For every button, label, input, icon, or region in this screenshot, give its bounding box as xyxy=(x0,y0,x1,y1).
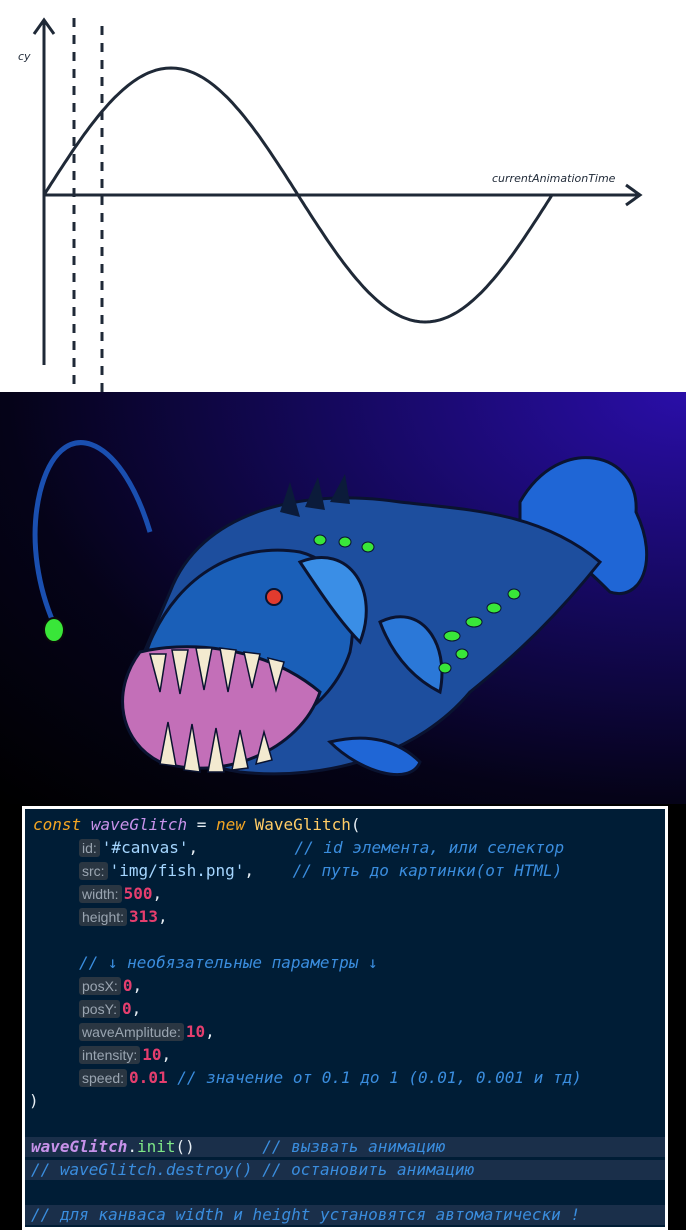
fish-eye xyxy=(265,588,283,606)
call-parens: () xyxy=(175,1137,195,1156)
sine-diagram: cy currentAnimationTime xyxy=(0,0,686,392)
keyword-new: new xyxy=(216,815,245,834)
x-axis-label: currentAnimationTime xyxy=(492,172,616,185)
speed-comment: // значение от 0.1 до 1 (0.01, 0.001 и т… xyxy=(177,1068,582,1087)
code-panel: const waveGlitch = new WaveGlitch( id: '#… xyxy=(22,806,668,1230)
optional-params-comment: // ↓ необязательные параметры ↓ xyxy=(79,953,378,972)
code-line-intensity: intensity: 10, xyxy=(79,1045,171,1065)
photophores xyxy=(313,534,521,674)
code-line-wave-amplitude: waveAmplitude: 10, xyxy=(79,1022,215,1042)
comma: , xyxy=(205,1022,215,1041)
param-hint-posx: posX: xyxy=(79,977,121,995)
param-hint-posy: posY: xyxy=(79,1000,121,1018)
class-name: WaveGlitch xyxy=(254,815,351,834)
comma: , xyxy=(131,999,142,1018)
param-hint-height: height: xyxy=(79,908,128,926)
comma: , xyxy=(161,1045,172,1064)
footer-comment: // для канваса width и height установятс… xyxy=(25,1205,665,1225)
param-hint-src: src: xyxy=(79,862,108,880)
sine-diagram-svg xyxy=(32,17,643,392)
code-line-id: id: '#canvas', // id элемента, или селект… xyxy=(79,838,564,858)
lure-stalk xyxy=(32,440,153,626)
anglerfish-svg xyxy=(32,440,649,777)
dot: . xyxy=(127,1137,137,1156)
code-line-width: width: 500, xyxy=(79,884,162,904)
assign-operator: = xyxy=(187,815,217,834)
init-comment: // вызвать анимацию xyxy=(262,1137,446,1156)
open-paren: ( xyxy=(350,815,361,834)
close-paren: ) xyxy=(29,1091,39,1110)
code-line-speed: speed: 0.01 // значение от 0.1 до 1 (0.01… xyxy=(79,1068,582,1088)
anglerfish-illustration xyxy=(0,392,686,804)
code-line-destroy: // waveGlitch.destroy() // остановить ан… xyxy=(25,1160,665,1180)
id-value: '#canvas' xyxy=(101,838,189,857)
variable-name: waveGlitch xyxy=(90,815,188,834)
comma: , xyxy=(188,838,199,857)
init-method: init xyxy=(136,1137,176,1156)
posx-value: 0 xyxy=(122,976,133,995)
code-line-posy: posY: 0, xyxy=(79,999,141,1019)
height-value: 313 xyxy=(129,907,158,926)
sine-curve xyxy=(42,66,554,324)
wave-amplitude-value: 10 xyxy=(185,1022,206,1041)
pectoral-fin xyxy=(378,615,444,695)
lure-bulb xyxy=(43,617,65,643)
intensity-value: 10 xyxy=(142,1045,162,1064)
fish-teeth xyxy=(149,647,285,773)
param-hint-width: width: xyxy=(79,885,122,903)
init-object: waveGlitch xyxy=(31,1137,128,1156)
code-line-init: waveGlitch.init() // вызвать анимацию xyxy=(25,1137,665,1157)
speed-value: 0.01 xyxy=(129,1068,168,1087)
lower-fin xyxy=(327,736,422,777)
comma: , xyxy=(152,884,163,903)
comma: , xyxy=(157,907,168,926)
code-line-src: src:'img/fish.png', // путь до картинки(… xyxy=(79,861,562,881)
src-value: 'img/fish.png' xyxy=(109,861,245,880)
code-line-posx: posX: 0, xyxy=(79,976,142,996)
src-comment: // путь до картинки(от HTML) xyxy=(292,861,563,880)
y-axis-arrow xyxy=(32,17,56,35)
code-line-height: height: 313, xyxy=(79,907,168,927)
fish-gill xyxy=(297,555,368,645)
dorsal-spikes xyxy=(280,474,350,517)
keyword-const: const xyxy=(33,815,82,834)
comma: , xyxy=(244,861,255,880)
x-axis-arrow xyxy=(625,183,643,207)
comma: , xyxy=(132,976,143,995)
param-hint-intensity: intensity: xyxy=(79,1046,141,1064)
code-line-declaration: const waveGlitch = new WaveGlitch( xyxy=(33,815,361,835)
param-hint-id: id: xyxy=(79,839,100,857)
id-comment: // id элемента, или селектор xyxy=(294,838,565,857)
width-value: 500 xyxy=(123,884,153,903)
param-hint-wave-amplitude: waveAmplitude: xyxy=(79,1023,184,1041)
param-hint-speed: speed: xyxy=(79,1069,128,1087)
y-axis-label: cy xyxy=(18,50,31,63)
posy-value: 0 xyxy=(122,999,132,1018)
